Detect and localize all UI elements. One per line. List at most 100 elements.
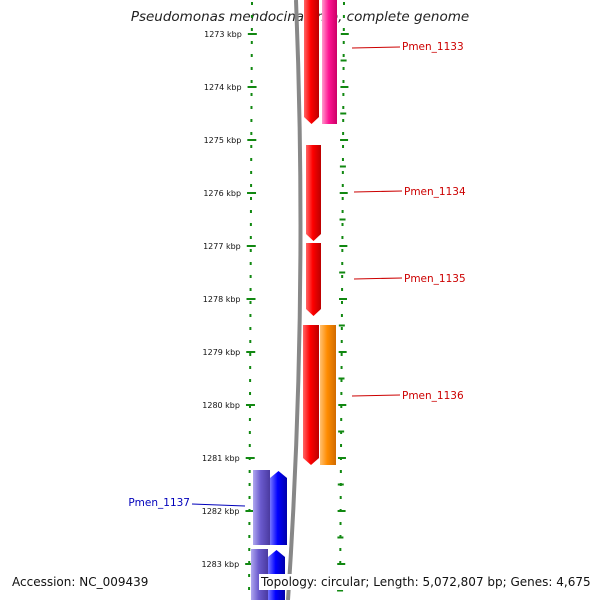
ruler-dot — [248, 496, 251, 499]
tick-label: 1277 kbp — [203, 242, 241, 251]
ruler-minor-tick — [337, 536, 344, 539]
tick-label: 1274 kbp — [204, 83, 242, 92]
ruler-dot — [340, 314, 343, 317]
ruler-dot — [342, 80, 345, 83]
tick-label: 1283 kbp — [201, 560, 239, 569]
ruler-dot — [341, 262, 344, 265]
tick-label: 1280 kbp — [202, 401, 240, 410]
gene-leader-line — [353, 277, 403, 280]
ruler-dot — [342, 28, 345, 31]
tick-label: 1281 kbp — [202, 454, 240, 463]
ruler-dot — [249, 275, 252, 278]
ruler-dot — [250, 119, 253, 122]
gene-arrow-pmen-1133[interactable] — [304, 0, 319, 124]
ruler-dot — [342, 119, 345, 122]
tick-label: 1278 kbp — [203, 295, 241, 304]
ruler-tick — [245, 404, 255, 406]
ruler-dot — [249, 327, 252, 330]
ruler-dot — [249, 262, 252, 265]
ruler-dot — [341, 171, 344, 174]
ruler-dot — [340, 405, 343, 408]
ruler-dot — [248, 535, 251, 538]
cog-bar-pmen-1136[interactable] — [320, 325, 336, 465]
ruler-dot — [249, 340, 252, 343]
ruler-dot — [342, 54, 345, 57]
ruler-dot — [341, 197, 344, 200]
ruler-dot — [248, 470, 251, 473]
ruler-dot — [249, 223, 252, 226]
ruler-dot — [249, 249, 252, 252]
ruler-dot — [250, 2, 253, 5]
ruler-dot — [248, 587, 251, 590]
ruler-dot — [249, 366, 252, 369]
ruler-dot — [249, 210, 252, 213]
ruler-dot — [342, 132, 345, 135]
ruler-dot — [250, 54, 253, 57]
cog-bar-pmen-1133[interactable] — [322, 0, 337, 124]
ruler-dot — [248, 405, 251, 408]
ruler-dot — [249, 379, 252, 382]
ruler-tick — [340, 86, 349, 88]
ruler-tick — [338, 404, 347, 406]
gene-arrow-pmen-1135[interactable] — [306, 243, 321, 316]
tick-label: 1276 kbp — [203, 189, 241, 198]
ruler-dot — [250, 15, 253, 18]
ruler-tick — [245, 457, 255, 459]
ruler-dot — [340, 353, 343, 356]
ruler-dot — [340, 379, 343, 382]
ruler-minor-tick — [337, 483, 344, 486]
ruler-dot — [340, 366, 343, 369]
gene-label[interactable]: Pmen_1136 — [402, 390, 464, 402]
gene-arrow-pmen-1137[interactable] — [270, 471, 287, 545]
ruler-dot — [339, 470, 342, 473]
ruler-dot — [340, 444, 343, 447]
gene-label[interactable]: Pmen_1134 — [404, 186, 466, 198]
ruler-dot — [339, 548, 342, 551]
ruler-minor-tick — [338, 324, 345, 327]
ruler-dot — [341, 210, 344, 213]
ruler-dot — [248, 418, 251, 421]
ruler-dot — [341, 223, 344, 226]
ruler-minor-tick — [338, 377, 345, 380]
ruler-tick — [340, 139, 349, 141]
ruler-dot — [248, 574, 251, 577]
gene-leader-line — [191, 503, 246, 507]
ruler-dot — [248, 561, 251, 564]
ruler-dot — [248, 522, 251, 525]
ruler-dot — [340, 418, 343, 421]
gene-arrow-pmen-1136[interactable] — [303, 325, 319, 465]
gene-leader-line — [351, 46, 401, 49]
ruler-dot — [340, 327, 343, 330]
ruler-dot — [250, 158, 253, 161]
ruler-dot — [342, 145, 345, 148]
cog-bar-pmen-1137[interactable] — [253, 470, 270, 545]
ruler-dot — [342, 106, 345, 109]
gene-leader-line — [351, 394, 401, 397]
tick-label: 1275 kbp — [204, 136, 242, 145]
ruler-dot — [250, 93, 253, 96]
gene-label[interactable]: Pmen_1133 — [402, 41, 464, 53]
tick-label: 1273 kbp — [204, 30, 242, 39]
ruler-minor-tick — [340, 112, 347, 115]
genome-summary: Topology: circular; Length: 5,072,807 bp… — [259, 574, 593, 590]
ruler-tick — [247, 86, 257, 88]
ruler-dot — [250, 171, 253, 174]
ruler-dot — [340, 340, 343, 343]
ruler-tick — [247, 192, 257, 194]
gene-label[interactable]: Pmen_1135 — [404, 273, 466, 285]
tick-label: 1282 kbp — [202, 507, 240, 516]
ruler-tick — [245, 563, 255, 565]
ruler-dot — [342, 41, 345, 44]
ruler-dot — [339, 522, 342, 525]
ruler-tick — [246, 298, 256, 300]
ruler-tick — [246, 245, 256, 247]
ruler-minor-tick — [339, 271, 346, 274]
ruler-dot — [341, 184, 344, 187]
gene-arrow-pmen-1134[interactable] — [306, 145, 321, 241]
ruler-dot — [248, 548, 251, 551]
ruler-dot — [341, 158, 344, 161]
map-title: Pseudomonas mendocina ymp, complete geno… — [130, 9, 470, 25]
ruler-dot — [250, 145, 253, 148]
gene-label[interactable]: Pmen_1137 — [128, 497, 190, 509]
